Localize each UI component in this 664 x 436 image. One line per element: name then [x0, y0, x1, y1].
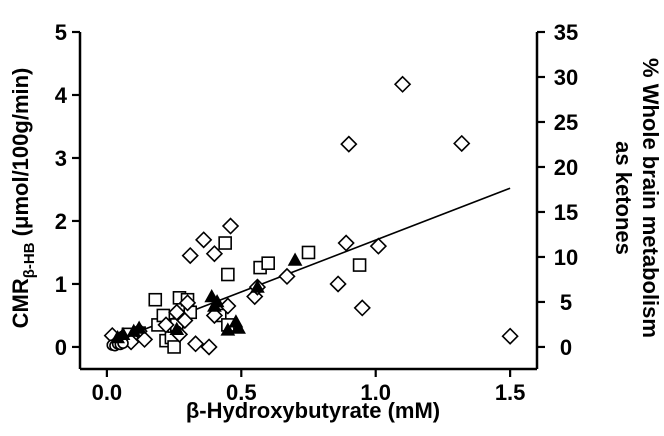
axes: 0.0 0.5 1.0 1.5 0 1 2 3 4 5 0 5 10 15 20 25 30 35	[55, 20, 578, 405]
diamond-point	[200, 338, 218, 356]
diamond-point	[340, 135, 358, 153]
diamond-point	[181, 246, 199, 265]
y2-tick-label: 0	[560, 335, 572, 360]
square-point	[148, 292, 163, 307]
square-point	[352, 258, 367, 272]
y2-axis-title-line2: as ketones	[611, 141, 636, 255]
y-axis-title: CMRβ-HB (μmol/100g/min)	[8, 68, 38, 329]
diamond-point	[157, 316, 175, 334]
square-point	[167, 340, 181, 354]
diamond-point	[278, 267, 296, 286]
y-tick-label: 2	[55, 209, 67, 234]
data-points	[103, 75, 519, 356]
y2-axis-title-line1: % Whole brain metabolism	[638, 58, 663, 338]
diamond-point	[176, 311, 194, 330]
diamond-point	[393, 75, 412, 93]
diamond-point	[219, 297, 237, 315]
y2-tick-label: 20	[554, 155, 578, 180]
y2-tick-label: 10	[554, 245, 578, 270]
triangle-point	[115, 326, 131, 341]
diamond-point	[453, 134, 471, 153]
triangle-point	[209, 294, 225, 308]
diamond-point	[178, 294, 197, 312]
triangle-point	[169, 321, 185, 336]
x-tick-label: 1.0	[360, 380, 391, 405]
diamond-point	[501, 327, 519, 345]
x-tick-label: 0.0	[92, 380, 123, 405]
diamond-point	[186, 335, 205, 353]
y-tick-label: 4	[55, 83, 68, 108]
x-axis-title: β-Hydroxybutyrate (mM)	[186, 398, 440, 423]
y-tick-label: 0	[55, 335, 67, 360]
y2-tick-label: 5	[560, 290, 572, 315]
y-tick-label: 1	[55, 272, 67, 297]
square-point	[301, 245, 316, 260]
y2-tick-label: 25	[554, 110, 578, 135]
diamond-point	[168, 303, 186, 321]
y-tick-label: 3	[55, 146, 67, 171]
y2-tick-label: 15	[554, 200, 578, 225]
y-axis-title-main: CMR	[8, 278, 33, 328]
x-tick-label: 0.5	[226, 380, 257, 405]
diamond-point	[205, 245, 224, 263]
triangle-point	[231, 320, 246, 334]
x-tick-label: 1.5	[495, 380, 526, 405]
y-axis-title-subscript: β-HB	[21, 242, 38, 278]
diamond-point	[195, 231, 213, 249]
diamond-point	[221, 217, 240, 235]
y-tick-label: 5	[55, 20, 67, 45]
triangle-point	[287, 252, 303, 266]
triangle-point	[131, 320, 147, 334]
y2-tick-label: 30	[554, 65, 578, 90]
diamond-point	[337, 234, 355, 252]
y-axis-title-units: (μmol/100g/min)	[8, 68, 33, 243]
triangle-point	[220, 322, 236, 336]
square-point	[261, 256, 275, 270]
diamond-point	[353, 299, 371, 317]
diamond-point	[329, 275, 347, 293]
diamond-point	[369, 237, 388, 255]
triangle-point	[250, 279, 265, 293]
square-point	[218, 236, 232, 250]
square-point	[221, 267, 235, 282]
y2-tick-label: 35	[554, 20, 578, 45]
